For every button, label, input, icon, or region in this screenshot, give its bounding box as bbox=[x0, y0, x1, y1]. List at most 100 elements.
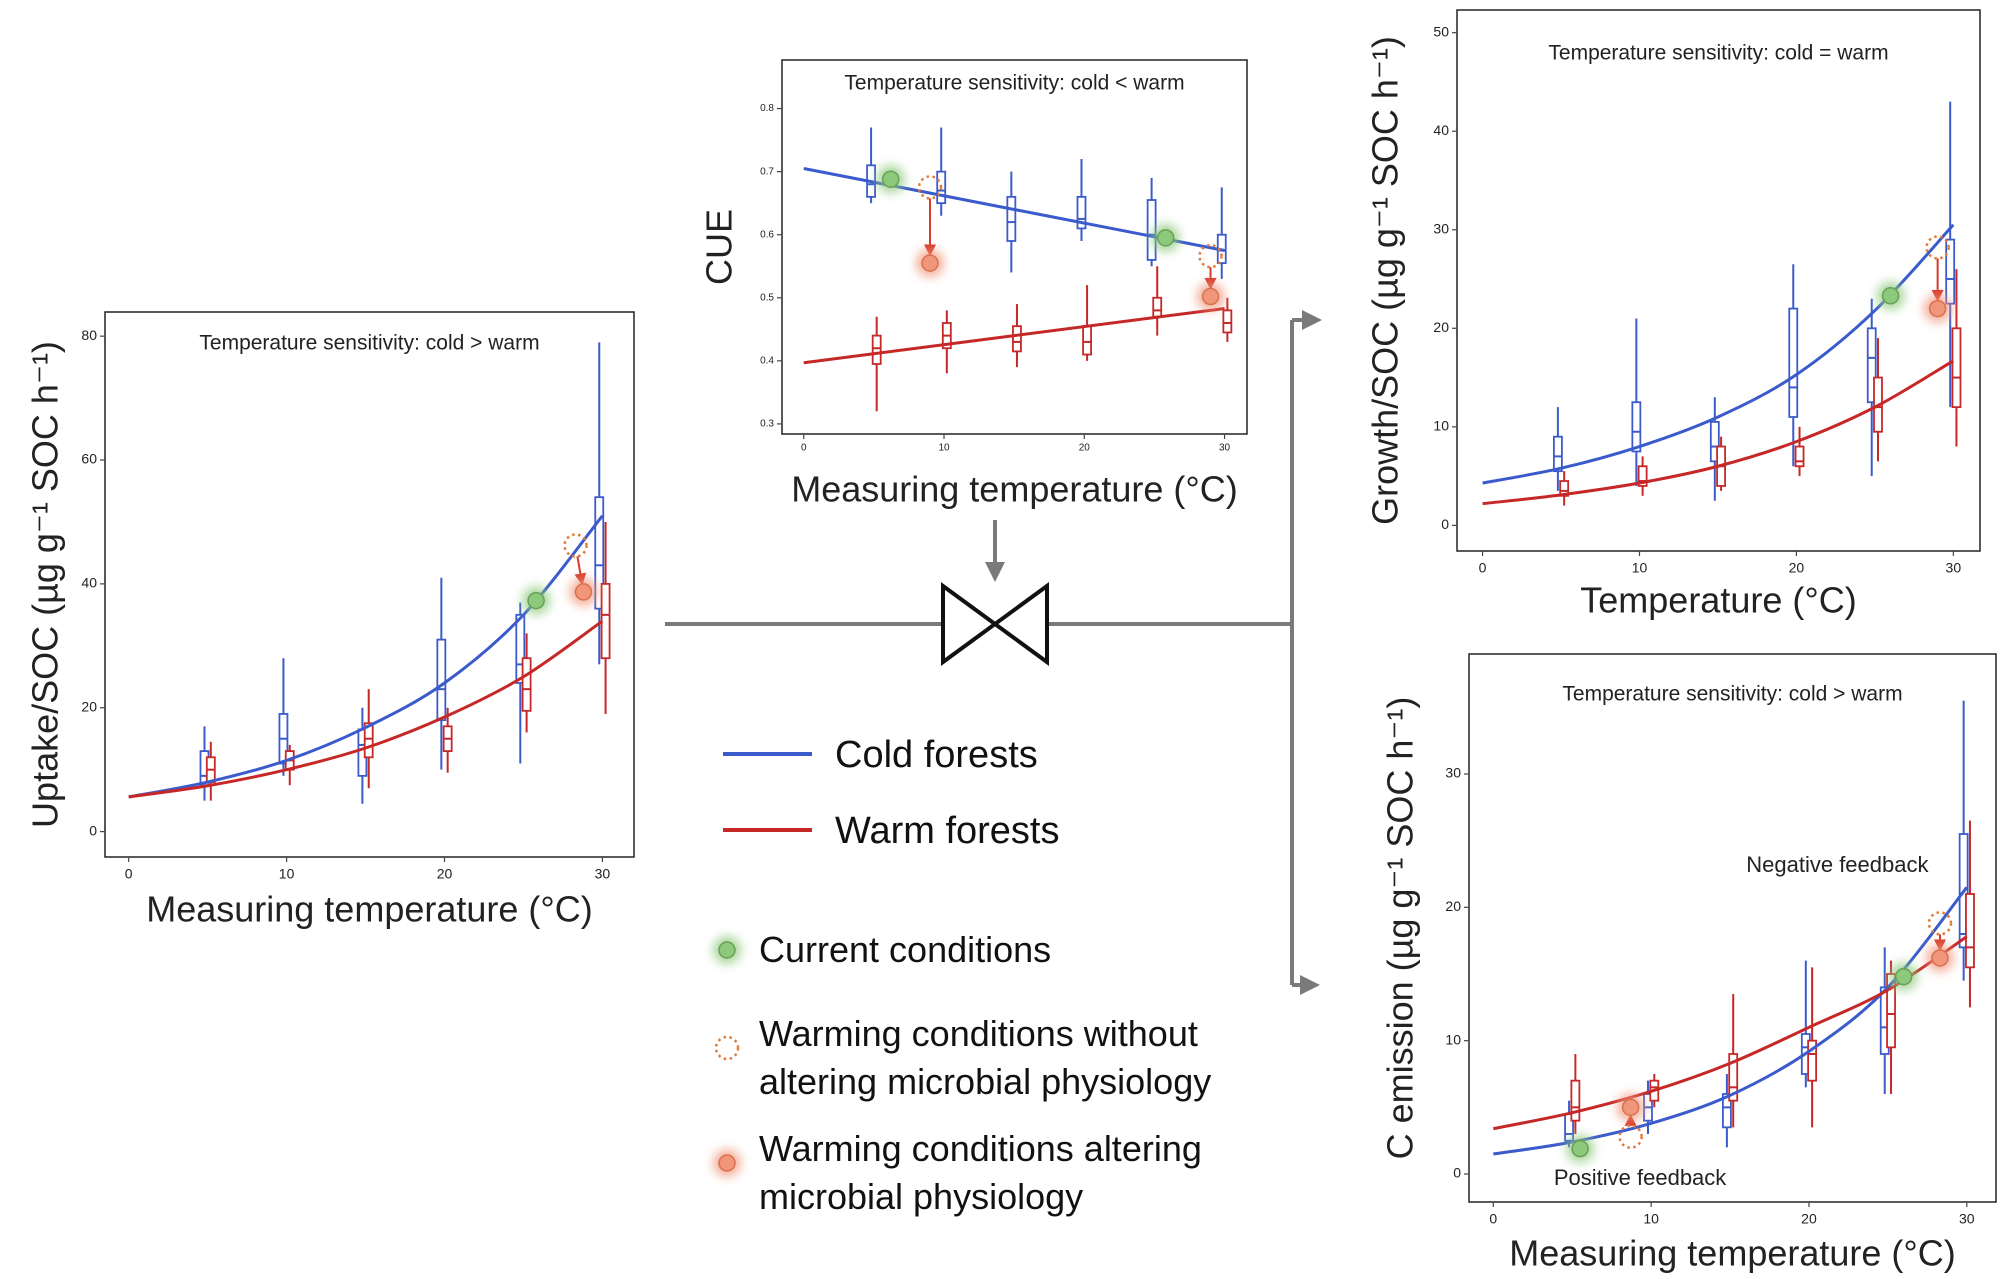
box bbox=[1721, 1093, 1732, 1129]
y-tick-label: 0 bbox=[1441, 516, 1449, 532]
warming-altered-marker bbox=[1923, 294, 1952, 323]
marker-core bbox=[527, 591, 545, 610]
warming-unchanged-marker bbox=[1927, 911, 1953, 936]
marker-core bbox=[1201, 287, 1220, 306]
x-tick-label: 20 bbox=[1079, 443, 1091, 454]
marker-core bbox=[921, 254, 939, 272]
marker-core bbox=[1571, 1139, 1589, 1158]
x-tick-label: 30 bbox=[1219, 443, 1231, 454]
annotation: Positive feedback bbox=[1554, 1165, 1727, 1190]
marker-core bbox=[1156, 229, 1175, 247]
y-tick-label: 10 bbox=[1433, 418, 1449, 434]
warming-unchanged-marker bbox=[1925, 235, 1950, 260]
box bbox=[594, 496, 605, 610]
warming-unchanged-marker bbox=[714, 1035, 740, 1061]
current-marker bbox=[876, 165, 905, 194]
box bbox=[1152, 296, 1163, 318]
x-tick-label: 20 bbox=[1789, 560, 1805, 576]
box bbox=[1012, 325, 1022, 353]
x-tick-label: 30 bbox=[1946, 560, 1962, 576]
y-tick-label: 0.5 bbox=[760, 292, 774, 303]
box bbox=[1552, 435, 1563, 473]
box bbox=[1951, 327, 1962, 409]
plot-frame bbox=[781, 59, 1248, 435]
current-marker bbox=[1151, 223, 1180, 252]
box bbox=[436, 638, 447, 722]
chart-title: Temperature sensitivity: cold > warm bbox=[1562, 683, 1902, 706]
y-tick-label: 50 bbox=[1433, 23, 1449, 39]
chart-title: Temperature sensitivity: cold > warm bbox=[199, 332, 539, 355]
warming-altered-marker bbox=[1925, 944, 1954, 972]
box bbox=[1076, 195, 1087, 230]
y-tick-label: 0.6 bbox=[760, 229, 774, 240]
chart-title: Temperature sensitivity: cold < warm bbox=[844, 72, 1184, 95]
x-axis-label: Temperature (°C) bbox=[1580, 580, 1856, 621]
box bbox=[1807, 1039, 1818, 1082]
fit-curve bbox=[1482, 359, 1955, 506]
x-tick-label: 20 bbox=[1801, 1211, 1817, 1227]
warming-altered-marker bbox=[915, 249, 944, 278]
y-tick-label: 0 bbox=[89, 822, 97, 838]
box bbox=[1222, 309, 1233, 334]
legend-label: Warming conditions altering microbial ph… bbox=[759, 1128, 1202, 1217]
valve bbox=[941, 582, 1049, 666]
box bbox=[1794, 445, 1805, 468]
y-axis-label: Uptake/SOC (µg g⁻¹ SOC h⁻¹) bbox=[25, 341, 66, 828]
fit-curve bbox=[1482, 223, 1955, 485]
y-tick-label: 0.7 bbox=[760, 166, 774, 177]
fit-curve bbox=[803, 167, 1225, 252]
x-axis-label: Measuring temperature (°C) bbox=[791, 469, 1238, 510]
warming-unchanged-marker bbox=[917, 175, 943, 200]
current-marker bbox=[713, 936, 741, 964]
warming-altered-marker bbox=[1616, 1093, 1645, 1122]
warming-altered-marker bbox=[713, 1149, 741, 1177]
y-tick-label: 40 bbox=[1433, 122, 1449, 138]
y-tick-label: 20 bbox=[1433, 319, 1449, 335]
warming-unchanged-marker bbox=[1198, 243, 1223, 269]
y-axis-label: C emission (µg g⁻¹ SOC h⁻¹) bbox=[1380, 697, 1421, 1160]
flow-diagram bbox=[665, 310, 1322, 995]
box bbox=[1728, 1053, 1739, 1102]
x-tick-label: 30 bbox=[1959, 1211, 1975, 1227]
warming-unchanged-marker bbox=[563, 533, 588, 558]
marker-core bbox=[718, 941, 736, 959]
x-tick-label: 10 bbox=[1632, 560, 1648, 576]
marker-core bbox=[1931, 949, 1949, 967]
box bbox=[1570, 1079, 1581, 1122]
fit-curve bbox=[1493, 935, 1968, 1131]
y-tick-label: 0.4 bbox=[760, 355, 774, 366]
y-tick-label: 0.8 bbox=[760, 103, 774, 114]
current-marker bbox=[1876, 281, 1905, 310]
y-tick-label: 40 bbox=[81, 575, 97, 591]
current-marker bbox=[1889, 962, 1918, 991]
warming-altered-marker bbox=[1196, 282, 1225, 311]
box bbox=[363, 722, 374, 759]
x-tick-label: 0 bbox=[1489, 1211, 1497, 1227]
x-axis-label: Measuring temperature (°C) bbox=[1509, 1233, 1956, 1274]
y-tick-label: 20 bbox=[1445, 898, 1461, 914]
chart-title: Temperature sensitivity: cold = warm bbox=[1548, 42, 1888, 65]
box bbox=[1082, 325, 1092, 356]
y-tick-label: 30 bbox=[1433, 220, 1449, 236]
box bbox=[1637, 465, 1648, 487]
box bbox=[1788, 307, 1799, 418]
marker-core bbox=[574, 583, 593, 601]
x-axis-label: Measuring temperature (°C) bbox=[146, 889, 593, 930]
current-marker bbox=[522, 586, 551, 615]
marker-core bbox=[1928, 299, 1947, 318]
legend-label: Warm forests bbox=[835, 810, 1060, 852]
x-tick-label: 0 bbox=[125, 866, 133, 882]
y-tick-label: 20 bbox=[81, 698, 97, 714]
box bbox=[600, 582, 611, 660]
warming-unchanged-marker bbox=[1618, 1124, 1643, 1149]
legend-label: Warming conditions without altering micr… bbox=[759, 1013, 1212, 1102]
y-tick-label: 10 bbox=[1445, 1031, 1461, 1047]
box bbox=[1006, 195, 1017, 242]
fit-curve bbox=[803, 307, 1225, 365]
y-tick-label: 60 bbox=[81, 451, 97, 467]
y-axis-label: CUE bbox=[699, 209, 740, 285]
box bbox=[871, 334, 882, 365]
marker-core bbox=[1894, 967, 1913, 986]
